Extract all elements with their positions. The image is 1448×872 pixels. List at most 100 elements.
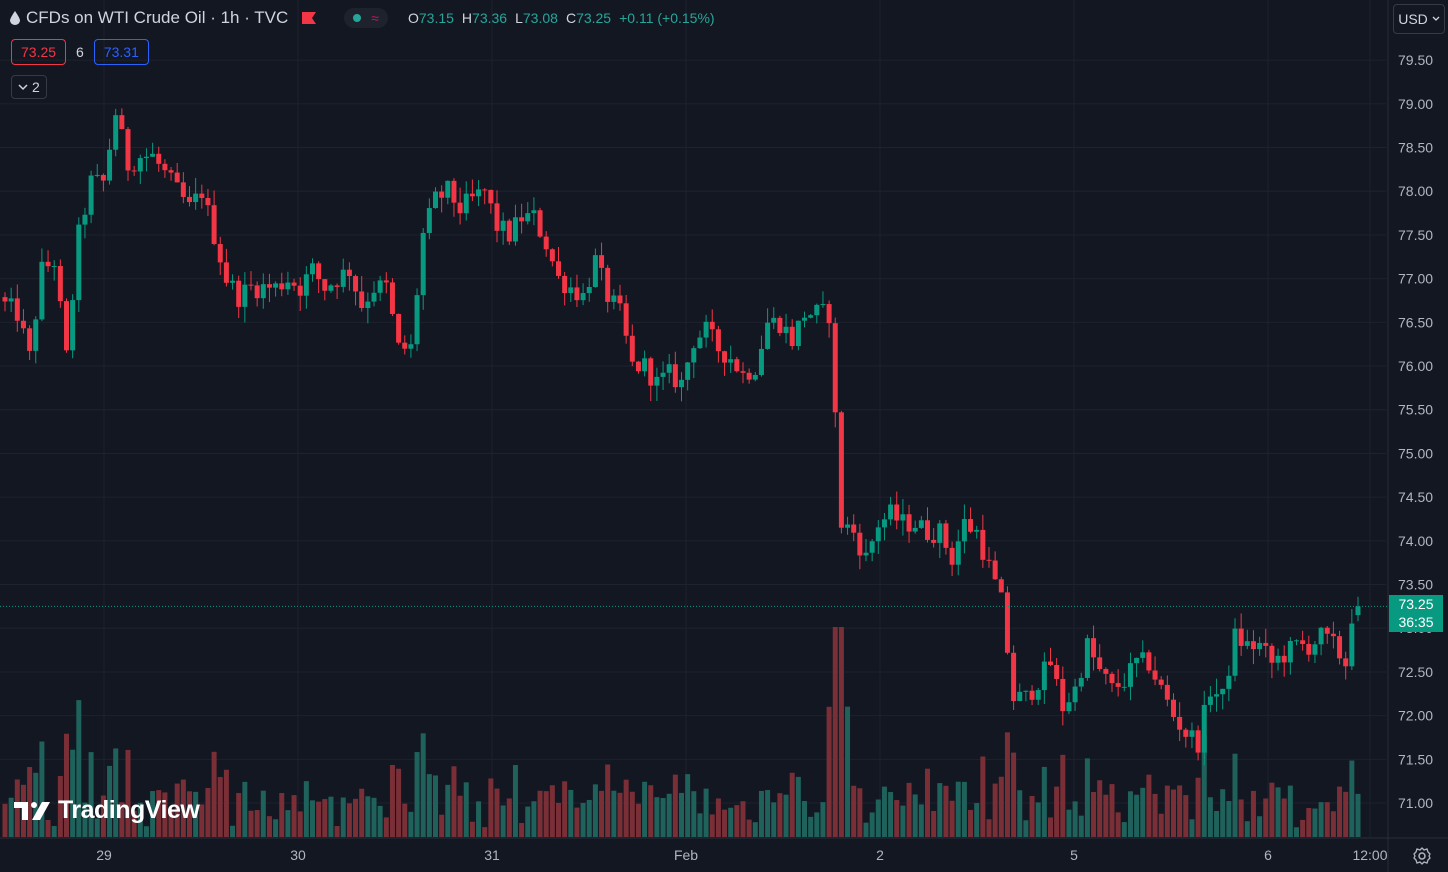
volume-bar [322,799,328,837]
candle-body [1269,645,1275,663]
flag-icon[interactable] [302,12,317,24]
volume-bar [193,791,199,837]
volume-bar [703,788,709,837]
candle-body [476,189,482,197]
price-axis[interactable]: 79.50 79.00 78.50 78.00 77.50 77.00 76.50 76.00… [1398,52,1433,811]
candle-body [863,552,869,556]
volume-bar [679,792,684,837]
volume-bar [445,784,451,837]
candle-body [396,313,402,343]
indicators-toggle-button[interactable]: 2 [11,75,47,99]
volume-bar [1226,801,1232,837]
sell-price-button[interactable]: 73.25 [11,39,67,65]
candle-body [1201,704,1207,753]
volume-bar [1349,760,1355,837]
candle-body [1343,658,1349,667]
candle-body [592,255,598,288]
volume-bar [1306,808,1312,837]
volume-bar [875,799,881,837]
candle-body [648,358,654,386]
volume-bar [377,805,383,837]
price-tick-label: 71.50 [1398,751,1433,767]
volume-bar [433,775,438,837]
volume-bar [912,794,918,837]
volume-bar [156,790,162,837]
candle-body [187,196,192,203]
volume-bar [82,802,88,837]
volume-bar [722,809,728,837]
tradingview-logo[interactable]: TradingView [14,796,200,825]
volume-bar [310,800,315,837]
time-tick-label: 30 [290,847,306,863]
candle-body [1281,655,1287,663]
candle-body [1195,730,1201,753]
buy-price-button[interactable]: 73.31 [93,39,149,65]
volume-bar [291,795,297,837]
candle-body [623,303,629,336]
candle-body [1158,679,1164,685]
candle-body [574,287,580,301]
volume-bar [353,798,359,837]
candle-body [826,304,832,324]
volume-bar [900,805,906,837]
volume-bar [537,790,543,837]
price-tick-label: 72.50 [1398,664,1433,680]
candle-body [1011,652,1017,701]
time-axis[interactable]: 29 30 31 Feb 2 5 6 12:00 [96,847,1388,863]
candle-body [1017,691,1023,701]
candle-body [1232,628,1238,676]
volume-bar [771,802,777,837]
candle-body [1238,628,1244,646]
candle-body [1244,641,1250,646]
low-value: 73.08 [522,10,558,26]
volume-bar [931,811,937,837]
volume-bar [340,797,346,837]
volume-bar [1054,786,1060,837]
volume-bar [365,796,371,837]
volume-bar [451,766,457,837]
settings-gear-icon[interactable] [1412,846,1432,866]
volume-bar [420,733,426,837]
candle-body [617,295,623,304]
candle-body [1035,690,1041,700]
volume-bar [580,802,586,837]
volume-bar [205,788,211,837]
volume-bar [463,782,469,837]
candle-body [1257,642,1263,650]
candle-body [94,174,100,176]
candle-body [906,514,912,532]
volume-bar [562,781,568,837]
market-status-pill[interactable]: ≈ [344,8,388,28]
price-tick-label: 75.00 [1398,445,1433,461]
volume-bar [543,791,549,837]
candle-body [389,282,395,314]
candle-body [211,205,217,244]
candle-body [285,282,291,290]
volume-bar [1091,792,1097,837]
volume-bar [611,790,617,837]
volume-bar [168,811,174,837]
price-tick-label: 74.00 [1398,533,1433,549]
candle-body [845,524,851,528]
symbol-title[interactable]: CFDs on WTI Crude Oil · 1h · TVC [10,8,317,28]
candle-body [758,348,764,375]
candle-body [260,284,266,299]
candle-body [660,372,666,377]
volume-bar [1017,790,1023,837]
volume-bar [820,802,826,837]
volume-bar [316,801,322,837]
candle-body [562,275,568,294]
candle-body [193,193,199,203]
volume-bar [1115,812,1121,837]
volume-bar [629,791,635,837]
volume-bar [1183,795,1189,837]
currency-select[interactable]: USD [1393,4,1445,34]
candle-body [820,304,826,306]
volume-bar [45,820,51,837]
candle-body [137,158,143,172]
candle-body [1140,652,1146,658]
candle-body [685,362,691,380]
candle-body [629,335,635,362]
candle-body [1337,636,1343,659]
